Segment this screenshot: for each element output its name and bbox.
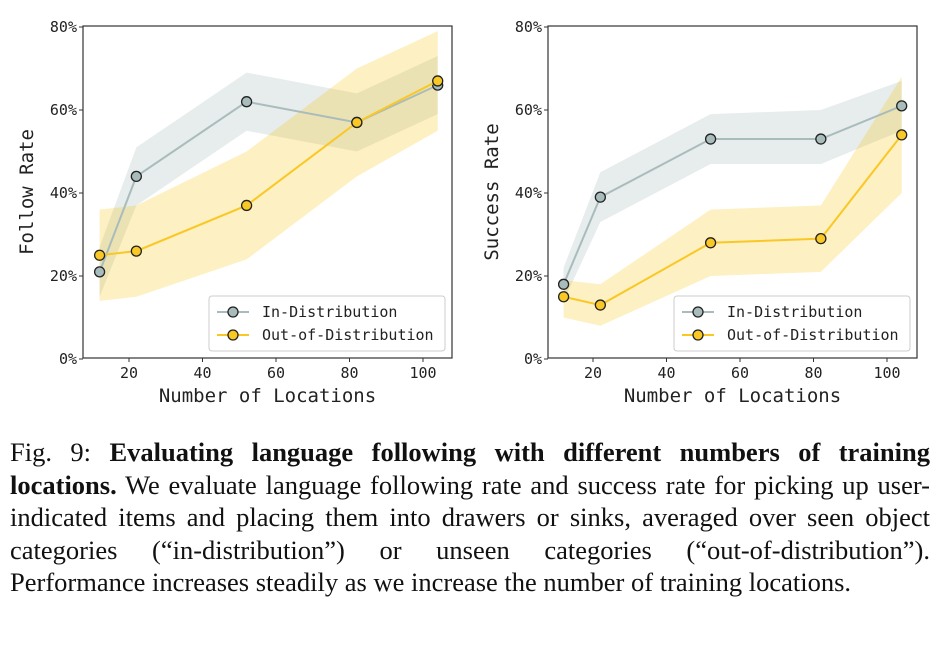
confidence-band-ood xyxy=(99,31,438,301)
plot-frame xyxy=(547,25,918,359)
x-tick-label: 80 xyxy=(340,364,358,382)
x-tick-label: 80 xyxy=(804,364,822,382)
legend-label: In-Distribution xyxy=(262,303,397,321)
y-tick-label: 40% xyxy=(515,184,542,202)
legend-label: Out-of-Distribution xyxy=(262,326,434,344)
figure-caption: Fig. 9: Evaluating language following wi… xyxy=(10,436,930,599)
data-point xyxy=(704,237,717,249)
y-tick-label: 20% xyxy=(50,267,77,285)
y-tick-label: 60% xyxy=(515,101,542,119)
legend-label: Out-of-Distribution xyxy=(727,326,899,344)
legend-label: In-Distribution xyxy=(727,303,862,321)
y-tick-label: 40% xyxy=(50,184,77,202)
y-tick-label: 80% xyxy=(515,18,542,36)
data-point xyxy=(896,100,908,112)
x-tick-label: 20 xyxy=(584,364,602,382)
x-axis-label: Number of Locations xyxy=(624,385,841,407)
data-point xyxy=(240,199,253,212)
caption-bold: Evaluating language following with diffe… xyxy=(10,437,930,500)
data-point xyxy=(130,245,143,257)
legend-marker xyxy=(227,329,239,341)
x-tick-label: 60 xyxy=(731,364,749,382)
plot-frame xyxy=(82,25,453,359)
caption-label: Fig. 9: xyxy=(10,437,110,467)
data-point xyxy=(704,133,717,145)
legend-marker xyxy=(227,306,239,318)
data-point xyxy=(594,191,606,203)
x-tick-label: 20 xyxy=(120,364,138,382)
data-point xyxy=(93,249,106,261)
x-tick-label: 60 xyxy=(267,364,285,382)
legend-marker xyxy=(692,306,704,318)
data-point xyxy=(93,266,106,278)
y-tick-label: 80% xyxy=(50,18,77,36)
data-point xyxy=(557,278,570,290)
data-point xyxy=(815,232,827,245)
x-tick-label: 100 xyxy=(409,364,436,382)
chart-panel-2: 0% 20% 40% 60% 80% 20 40 60 80 100 Number of Locat… xyxy=(481,18,918,407)
data-point xyxy=(896,129,908,141)
confidence-band-ood xyxy=(563,76,902,326)
y-tick-label: 0% xyxy=(524,350,542,368)
legend-marker xyxy=(692,329,704,341)
x-axis-label: Number of Locations xyxy=(159,385,376,407)
y-axis-label: Success Rate xyxy=(481,123,503,260)
x-tick-label: 40 xyxy=(193,364,211,382)
data-point xyxy=(815,133,827,145)
figure: 0% 20% 40% 60% 80% 20 40 60 80 100 Number of Locat… xyxy=(16,18,918,407)
data-point xyxy=(351,116,363,129)
legend-box xyxy=(208,295,446,352)
chart-panel-1: 0% 20% 40% 60% 80% 20 40 60 80 100 Number of Locat… xyxy=(16,18,453,407)
x-tick-label: 100 xyxy=(873,364,900,382)
confidence-band-id xyxy=(99,56,438,297)
data-point xyxy=(557,291,570,303)
legend-box xyxy=(673,295,911,352)
y-tick-label: 20% xyxy=(515,267,542,285)
x-tick-label: 40 xyxy=(657,364,675,382)
data-point xyxy=(432,75,444,87)
y-tick-label: 60% xyxy=(50,101,77,119)
data-point xyxy=(594,299,606,311)
y-axis-label: Follow Rate xyxy=(16,129,38,255)
y-tick-label: 0% xyxy=(59,350,77,368)
data-point xyxy=(240,96,253,108)
caption-text: We evaluate language following rate and … xyxy=(10,469,930,598)
data-point xyxy=(130,170,143,183)
